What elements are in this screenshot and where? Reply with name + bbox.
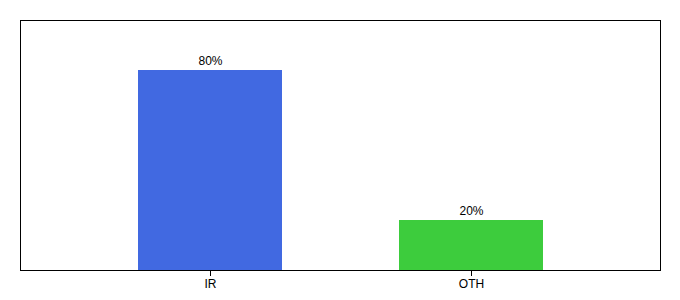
svg-text:80%: 80% [198, 54, 222, 68]
svg-text:OTH: OTH [459, 277, 484, 291]
svg-text:20%: 20% [459, 204, 483, 218]
svg-text:IR: IR [205, 277, 217, 291]
